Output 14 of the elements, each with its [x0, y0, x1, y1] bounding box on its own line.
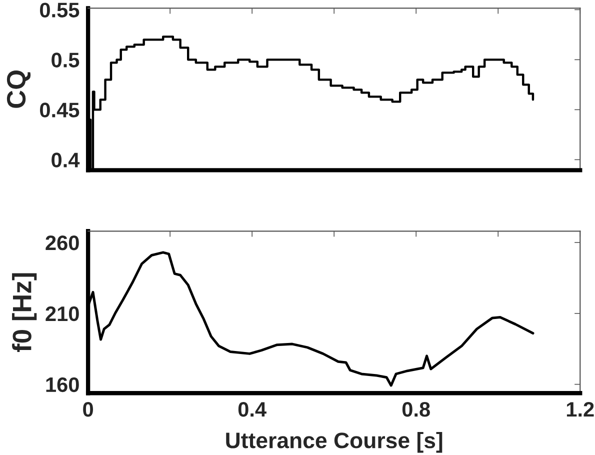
- x-tick-label: 0: [83, 402, 93, 417]
- x-tick-label: 0.8: [402, 402, 430, 417]
- y-tick-label: 0.45: [40, 102, 80, 118]
- y-tick-label: 0.5: [52, 52, 80, 68]
- y-tick-label: 0.4: [52, 152, 80, 168]
- y-tick-label: 260: [46, 235, 79, 250]
- y-axis-title: CQ: [6, 70, 31, 108]
- x-tick-label: 0.4: [238, 402, 266, 417]
- y-axis-title: f0 [Hz]: [12, 273, 37, 352]
- x-tick-label: 1.2: [566, 402, 594, 417]
- x-axis-title: Utterance Course [s]: [226, 432, 442, 453]
- y-tick-label: 210: [46, 306, 79, 322]
- y-tick-label: 0.55: [40, 2, 80, 18]
- y-tick-label: 160: [46, 377, 79, 392]
